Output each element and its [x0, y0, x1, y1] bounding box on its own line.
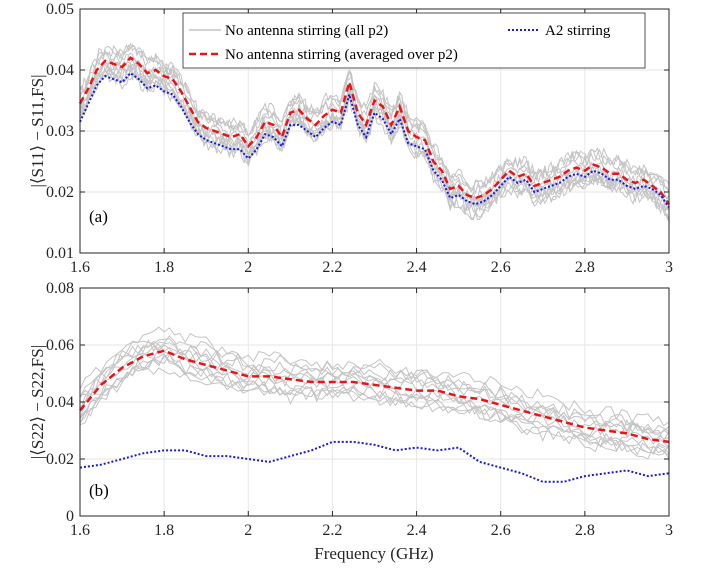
y-tick-label: 0.04 [46, 394, 74, 411]
x-axis-label: Frequency (GHz) [314, 544, 433, 563]
legend-label-all-p2: No antenna stirring (all p2) [225, 23, 388, 39]
legend: No antenna stirring (all p2) A2 stirring… [182, 12, 646, 69]
y-tick-label: 0.06 [46, 337, 74, 354]
y-tick-label: 0.02 [46, 184, 74, 201]
series-averaged-line [78, 56, 671, 205]
ticks-a: 1.6 1.8 2 2.2 2.4 2.6 2.8 3 0.01 0.02 0.03 0.04 0.05 [46, 1, 673, 276]
x-tick-label: 2.4 [407, 522, 427, 539]
x-tick-label: 2.6 [491, 522, 511, 539]
panel-a: 1.6 1.8 2 2.2 2.4 2.6 2.8 3 0.01 0.02 0.03 0.04 0.05… [28, 1, 673, 276]
x-tick-label: 3 [665, 522, 673, 539]
y-tick-label: 0.01 [46, 245, 74, 262]
x-tick-label: 2.2 [322, 522, 342, 539]
series-no-stirring-p2-line [79, 335, 670, 441]
x-tick-label: 3 [665, 259, 673, 276]
x-tick-label: 2.2 [322, 259, 342, 276]
ticks-b: 1.6 1.8 2 2.2 2.4 2.6 2.8 3 0 0.02 0.04 0.06 0.08 [46, 280, 673, 539]
series-a2-stirring-line [79, 440, 670, 483]
legend-box [182, 12, 646, 69]
series-a2-stirring-line [79, 71, 670, 208]
series-no-stirring-p2-line [79, 44, 670, 192]
legend-label-averaged: No antenna stirring (averaged over p2) [225, 47, 458, 63]
series-no-stirring-p2-line [79, 353, 670, 456]
x-tick-label: 2 [244, 259, 252, 276]
x-tick-label: 1.8 [154, 522, 174, 539]
series-no-stirring-p2-line [79, 354, 670, 460]
x-tick-label: 2.8 [575, 522, 595, 539]
y-tick-label: 0.04 [46, 62, 74, 79]
y-tick-label: 0.08 [46, 280, 74, 297]
legend-label-a2: A2 stirring [545, 23, 611, 39]
gray-lines-b [79, 326, 670, 460]
series-no-stirring-p2-line [79, 345, 670, 448]
series-b [79, 349, 670, 483]
series-no-stirring-p2-line [79, 326, 670, 427]
x-tick-label: 1.6 [70, 259, 90, 276]
series-no-stirring-p2-line [79, 65, 670, 214]
y-tick-label: 0.05 [46, 1, 74, 18]
panel-label-b: (b) [89, 481, 109, 500]
panel-label-a: (a) [89, 207, 108, 226]
x-tick-label: 2 [244, 522, 252, 539]
x-tick-label: 2.6 [491, 259, 511, 276]
x-tick-label: 2.8 [575, 259, 595, 276]
series-no-stirring-p2-line [79, 42, 670, 194]
x-tick-label: 1.6 [70, 522, 90, 539]
y-tick-label: 0.02 [46, 451, 74, 468]
y-tick-label: 0 [66, 508, 74, 525]
y-axis-label-a: |⟨S11⟩ − S11,FS| [28, 75, 47, 188]
x-tick-label: 1.8 [154, 259, 174, 276]
x-tick-label: 2.4 [407, 259, 427, 276]
series-no-stirring-p2-line [79, 340, 670, 442]
panel-b: 1.6 1.8 2 2.2 2.4 2.6 2.8 3 0 0.02 0.04 0.06 0.08 (b… [28, 280, 673, 563]
y-tick-label: 0.03 [46, 123, 74, 140]
series-a [78, 56, 671, 208]
y-axis-label-b: |⟨S22⟩ − S22,FS| [28, 345, 47, 459]
series-averaged-line [79, 349, 670, 444]
